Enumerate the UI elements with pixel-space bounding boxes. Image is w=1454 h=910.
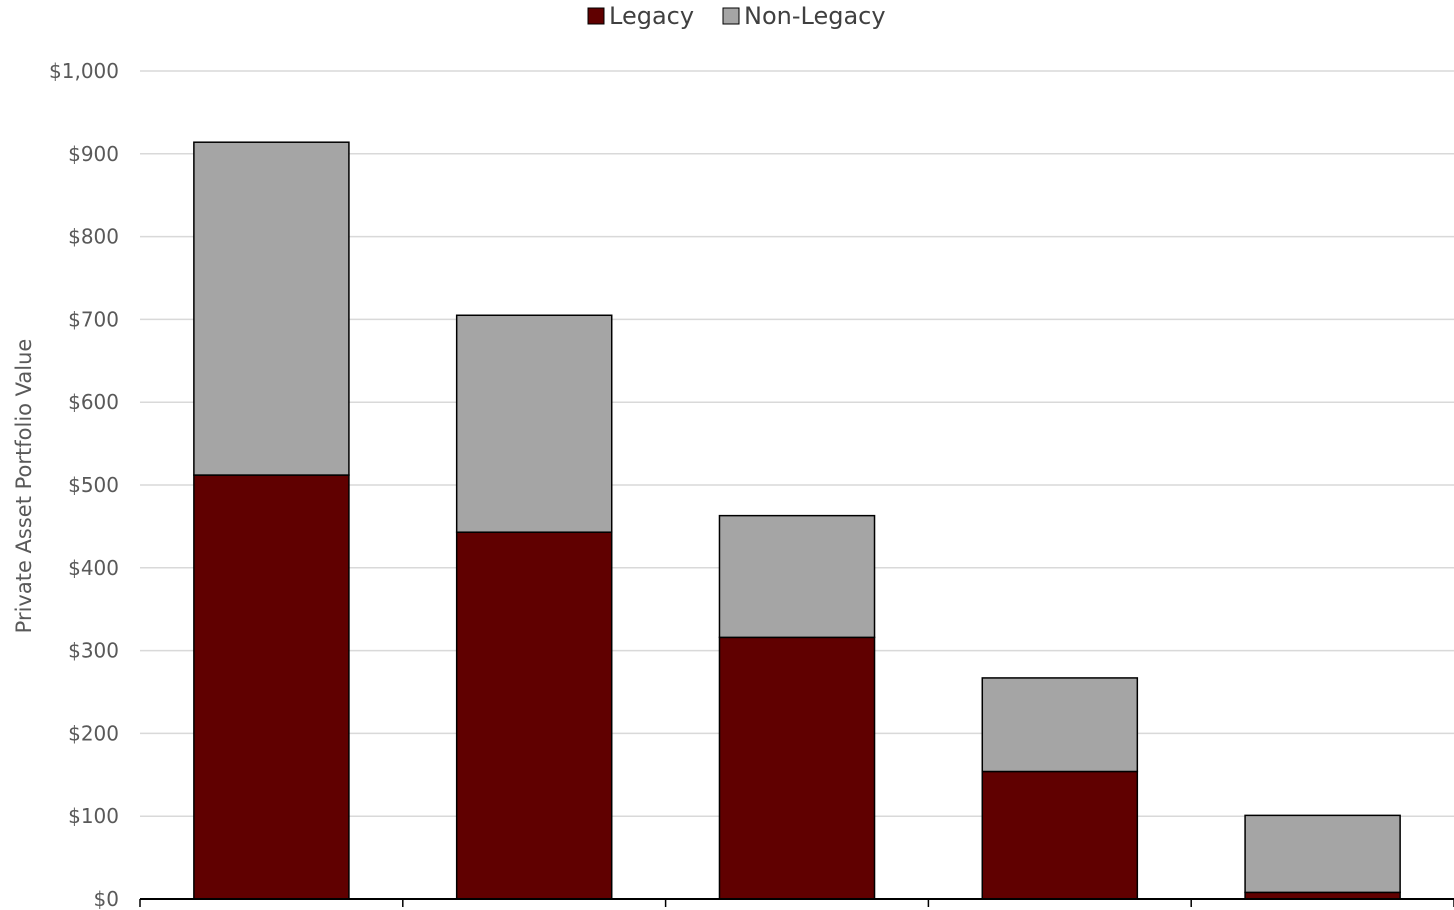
- legend-label-legacy: Legacy: [609, 2, 694, 30]
- y-tick-label: $1,000: [49, 59, 119, 83]
- bar-segment-non-legacy: [1244, 814, 1401, 894]
- y-tick-labels: $0 $100 $200 $300 $400 $500 $600 $700 $800 $900 $1…: [49, 59, 119, 910]
- legend-swatch-non-legacy: [722, 7, 740, 25]
- y-tick-label: $500: [68, 473, 119, 497]
- bar-segment-non-legacy: [981, 677, 1139, 773]
- y-axis-title: Private Asset Portfolio Value: [12, 339, 36, 634]
- y-tick-label: $600: [68, 390, 119, 414]
- bar-segment-legacy: [981, 770, 1139, 900]
- bars: [193, 141, 1401, 900]
- y-tick-label: $900: [68, 142, 119, 166]
- bar-segment-legacy: [718, 636, 876, 900]
- bar-segment-legacy: [455, 531, 613, 900]
- y-tick-label: $400: [68, 556, 119, 580]
- y-tick-label: $800: [68, 225, 119, 249]
- y-tick-label: $300: [68, 639, 119, 663]
- bar-segment-non-legacy: [718, 514, 876, 639]
- gridlines: [140, 70, 1454, 817]
- y-tick-label: $200: [68, 721, 119, 745]
- y-tick-label: $700: [68, 307, 119, 331]
- bar-segment-non-legacy: [193, 141, 350, 476]
- bar-segment-non-legacy: [455, 314, 613, 533]
- legend-swatch-legacy: [587, 7, 605, 25]
- y-tick-label: $100: [68, 804, 119, 828]
- legend-label-non-legacy: Non-Legacy: [744, 2, 886, 30]
- legend: Legacy Non-Legacy: [587, 2, 886, 30]
- x-axis: [139, 898, 1454, 907]
- bar-segment-legacy: [193, 474, 350, 900]
- y-tick-label: $0: [94, 887, 119, 910]
